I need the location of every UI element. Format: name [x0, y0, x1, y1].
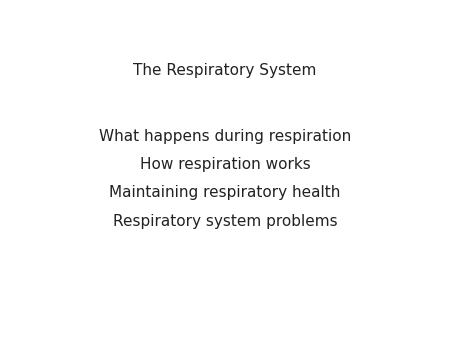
Text: Maintaining respiratory health: Maintaining respiratory health — [109, 186, 341, 200]
Text: What happens during respiration: What happens during respiration — [99, 129, 351, 144]
Text: Respiratory system problems: Respiratory system problems — [112, 214, 338, 228]
Text: The Respiratory System: The Respiratory System — [133, 64, 317, 78]
Text: How respiration works: How respiration works — [140, 158, 310, 172]
